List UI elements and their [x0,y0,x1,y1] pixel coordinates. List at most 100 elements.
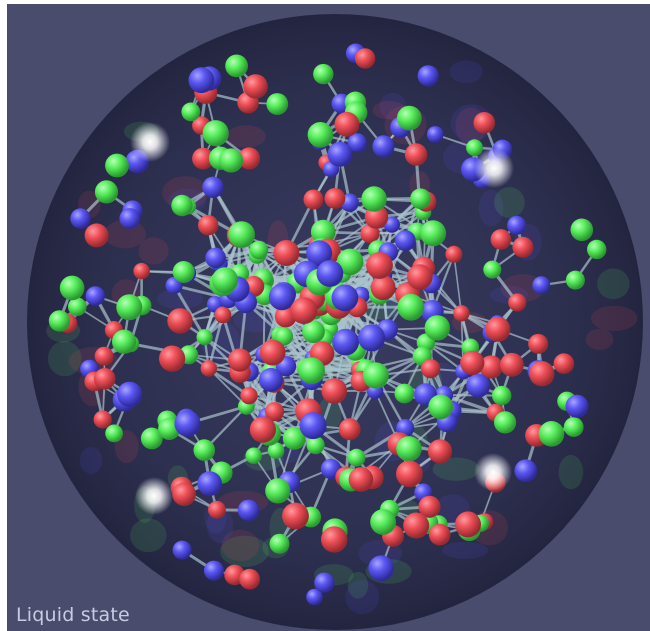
atom-red [360,224,380,244]
atom-red [172,482,196,507]
atom-blue [331,284,359,312]
atom-blue [205,247,226,269]
atom-green [306,436,325,455]
atom-green [538,421,565,447]
atom-red [84,223,109,248]
atom-green [105,424,123,443]
atom-blue [347,133,367,153]
atom-blue [417,65,439,87]
atom-red [396,460,423,488]
atom-red [324,188,346,209]
atom-red [453,305,470,322]
atom-red [334,111,360,137]
molecule-scene[interactable] [7,4,650,631]
atom-red [445,245,463,263]
atom-green [225,54,249,78]
atom-blue [202,176,224,198]
atom-green [466,139,483,157]
atom-red [403,512,430,539]
atom-red [321,526,348,553]
atom-red [528,333,549,354]
atom-green [228,221,256,249]
atom-blue [532,276,551,295]
atom-blue [259,367,283,392]
atom-green [202,120,229,147]
ghost-atom [79,446,103,474]
atom-blue [426,126,444,143]
atom-red [529,361,555,387]
atom-green [313,63,334,85]
atom-blue [172,540,192,560]
atom-blue [70,208,91,229]
atom-blue [327,141,353,167]
atom-red [428,523,451,546]
light-glow [130,122,170,162]
atom-red [553,353,575,374]
atom-green [298,357,326,385]
ghost-atom [220,535,269,568]
atom-green [282,427,306,450]
ghost-atom [432,457,480,481]
bond-line [453,254,463,314]
light-reflections [130,122,514,515]
atom-green [563,417,584,437]
atom-red [198,215,219,236]
atom-red [366,252,393,279]
atom-green [274,327,294,346]
atom-red [407,264,433,290]
atom-blue [466,373,491,398]
atom-blue [188,67,215,94]
atom-green [428,394,454,420]
atom-green [196,329,213,346]
atom-red [418,495,441,518]
ghost-atom [449,60,483,84]
light-glow [474,453,512,491]
atom-green [310,219,336,245]
atom-green [397,293,425,321]
atom-red [354,48,376,69]
ghost-atom [345,579,380,615]
ghost-atom [590,305,638,332]
atom-blue [358,324,386,352]
atom-green [336,248,364,276]
atom-blue [314,572,335,593]
atom-red [93,368,116,390]
atom-blue [394,230,416,252]
atom-red [208,500,226,519]
atom-red [321,378,348,404]
bond-line [172,284,206,338]
ghost-atom [558,454,584,490]
atom-green [424,315,450,341]
atom-layer [48,43,607,606]
atom-blue [237,499,260,521]
atom-green [48,310,71,332]
atom-green [105,153,129,178]
atom-red [282,502,309,530]
ghost-atom [156,288,204,310]
atom-red [192,147,214,170]
atom-green [267,442,285,459]
ghost-atom [221,529,260,562]
atom-green [269,533,290,554]
atom-blue [174,410,201,437]
atom-green [347,448,366,467]
atom-red [455,511,481,538]
atom-red [159,345,186,372]
atom-red [133,262,150,280]
simulation-viewport[interactable]: Liquid state [7,4,650,631]
atom-red [460,350,485,375]
atom-red [500,352,524,377]
atom-red [303,189,324,210]
state-label: Liquid state [16,604,130,626]
atom-blue [203,560,224,581]
atom-green [245,447,262,464]
light-glow [135,477,173,515]
atom-red [249,416,276,443]
atom-green [396,105,422,131]
atom-red [167,308,193,334]
atom-red [238,147,261,170]
atom-blue [85,286,106,306]
atom-green [302,320,325,344]
ghost-atom [130,518,167,553]
atom-blue [197,471,222,496]
